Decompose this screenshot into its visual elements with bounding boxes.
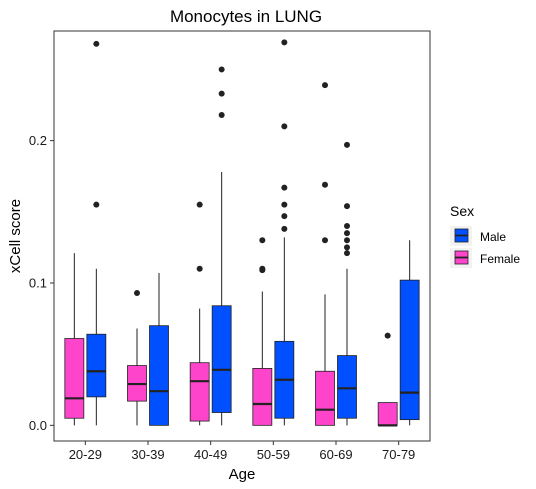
female-outlier-point (196, 265, 203, 272)
male-outlier-point (344, 223, 350, 230)
x-axis-title: Age (229, 466, 256, 483)
male-outlier-point (93, 40, 100, 47)
male-box (211, 305, 232, 413)
female-outlier-point (322, 181, 328, 188)
male-outlier-point (344, 244, 350, 251)
male-outlier-point (281, 123, 288, 130)
female-box (64, 338, 85, 419)
male-outlier-point (281, 225, 288, 232)
female-outlier-point (322, 82, 328, 89)
y-axis: 0.0 0.1 0.2 (29, 133, 54, 433)
legend-label-female: Female (480, 252, 520, 266)
male-outlier-point (344, 230, 350, 237)
legend-label-male: Male (480, 230, 506, 244)
male-outlier-point (344, 203, 350, 210)
x-tick-label: 30-39 (131, 447, 164, 462)
y-axis-title: xCell score (7, 199, 24, 273)
male-outlier-point (218, 90, 225, 97)
plot-panel (53, 30, 431, 442)
female-outlier-point (384, 332, 391, 339)
female-box (315, 370, 335, 426)
x-tick-label: 40-49 (194, 447, 227, 462)
legend-title: Sex (450, 203, 474, 219)
x-tick-label: 60-69 (319, 447, 352, 462)
female-outlier-point (134, 289, 140, 296)
x-axis: 20-29 30-39 40-49 50-59 60-69 70-79 (69, 441, 415, 462)
female-box (252, 367, 273, 426)
male-box (337, 355, 357, 419)
y-tick-label: 0.0 (29, 418, 47, 433)
female-box (377, 402, 398, 426)
male-box (86, 333, 107, 398)
female-outlier-point (322, 237, 328, 244)
male-outlier-point (344, 250, 350, 257)
male-outlier-point (281, 201, 288, 208)
y-tick-label: 0.2 (29, 133, 47, 148)
male-outlier-point (344, 237, 350, 244)
male-outlier-point (281, 39, 288, 46)
x-tick-label: 20-29 (69, 447, 102, 462)
female-outlier-point (259, 237, 266, 244)
male-outlier-point (281, 213, 288, 220)
male-outlier-point (93, 201, 100, 208)
female-box (189, 362, 210, 422)
male-outlier-point (281, 184, 288, 191)
plot-marks (64, 39, 420, 427)
male-outlier-point (218, 111, 225, 118)
male-box (149, 325, 169, 426)
chart-title: Monocytes in LUNG (170, 7, 322, 26)
y-tick-label: 0.1 (29, 275, 47, 290)
legend: Sex Male Female (450, 203, 520, 268)
female-outlier-point (196, 201, 203, 208)
x-tick-label: 50-59 (257, 447, 290, 462)
male-outlier-point (344, 141, 350, 148)
female-outlier-point (259, 265, 266, 272)
male-outlier-point (218, 66, 225, 73)
x-tick-label: 70-79 (382, 447, 415, 462)
male-box (399, 279, 420, 421)
